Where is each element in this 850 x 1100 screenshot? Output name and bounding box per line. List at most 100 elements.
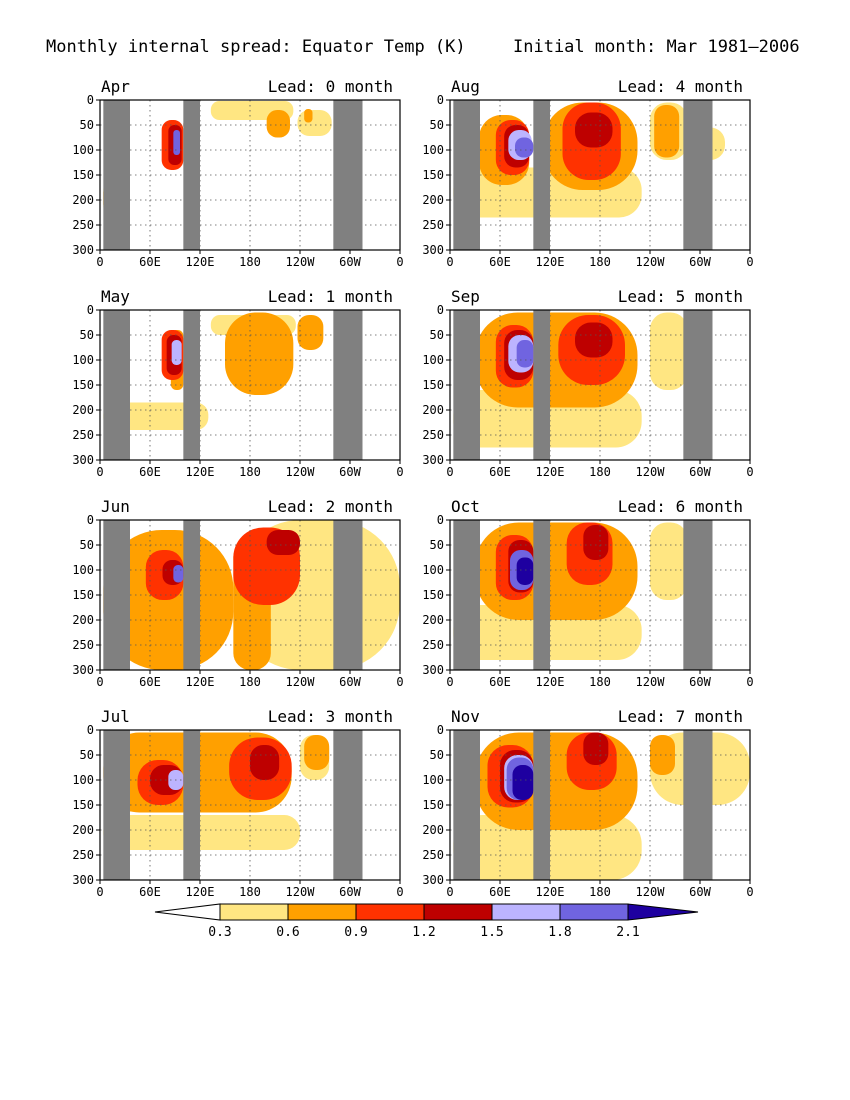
contour-level-4 [583,525,609,560]
x-tick-label: 0 [96,885,103,899]
x-tick-label: 120E [186,255,215,269]
y-tick-label: 200 [72,193,94,207]
panel-apr: 0 60E 120E 180 120W 60W 0 0 50 100 150 200 250 300 Apr… [72,77,403,269]
colorbar-swatch [287,903,357,921]
x-tick-label: 120E [536,885,565,899]
x-tick-label: 0 [746,465,753,479]
x-tick-label: 60W [339,255,361,269]
x-tick-label: 120E [186,885,215,899]
x-tick-label: 0 [746,885,753,899]
x-tick-label: 60W [339,675,361,689]
contour-level-6 [173,565,184,583]
x-tick-label: 0 [96,255,103,269]
colorbar-label: 0.3 [208,925,231,940]
y-tick-label: 50 [430,748,444,762]
land-mask [683,310,713,460]
y-tick-label: 0 [87,93,94,107]
colorbar-high-arrow [627,903,699,921]
y-tick-label: 150 [72,168,94,182]
land-mask [533,100,550,250]
panel-month-label: Apr [101,77,130,96]
panel-month-label: Jun [101,497,130,516]
x-tick-label: 180 [589,675,611,689]
colorbar-swatch [423,903,493,921]
x-tick-label: 0 [446,675,453,689]
x-tick-label: 60E [489,675,511,689]
initial-month-label: Initial month: Mar 1981–2006 [513,37,800,57]
contour-level-4 [575,322,613,358]
x-tick-label: 0 [446,885,453,899]
land-mask [103,100,130,250]
spread-contours [103,101,332,210]
y-tick-label: 0 [87,723,94,737]
y-tick-label: 50 [430,118,444,132]
y-tick-label: 250 [72,428,94,442]
land-mask [103,310,130,460]
x-tick-label: 180 [239,465,261,479]
y-tick-label: 50 [430,328,444,342]
panel-lead-label: Lead: 7 month [618,707,743,726]
y-tick-label: 0 [87,513,94,527]
colorbar-swatch [355,903,425,921]
y-tick-label: 200 [422,823,444,837]
land-mask [333,520,363,670]
panel-nov: 0 60E 120E 180 120W 60W 0 0 50 100 150 200 250 300 Nov… [422,707,753,899]
contour-level-5 [171,340,182,365]
panel-sep: 0 60E 120E 180 120W 60W 0 0 50 100 150 200 250 300 Sep… [422,287,753,479]
land-mask [183,100,200,250]
y-tick-label: 150 [422,588,444,602]
contour-level-1 [297,110,332,136]
colorbar-label: 1.2 [412,925,435,940]
y-tick-label: 50 [80,748,94,762]
y-tick-label: 100 [72,353,94,367]
x-tick-label: 120W [636,675,666,689]
y-tick-label: 100 [72,143,94,157]
panel-month-label: May [101,287,130,306]
colorbar-label: 0.9 [344,925,367,940]
contour-level-7 [512,765,534,800]
colorbar-swatch [559,903,629,921]
x-tick-label: 180 [589,255,611,269]
x-tick-label: 180 [239,255,261,269]
panel-aug: 0 60E 120E 180 120W 60W 0 0 50 100 150 200 250 300 Aug… [422,77,753,269]
x-tick-label: 120E [536,675,565,689]
y-tick-label: 150 [72,588,94,602]
panel-lead-label: Lead: 1 month [268,287,393,306]
y-tick-label: 100 [422,773,444,787]
contour-level-6 [516,340,534,368]
x-tick-label: 60E [489,255,511,269]
land-mask [683,730,713,880]
y-tick-label: 100 [422,353,444,367]
x-tick-label: 60W [339,465,361,479]
x-tick-label: 60E [139,465,161,479]
colorbar-label: 1.8 [548,925,571,940]
panel-may: 0 60E 120E 180 120W 60W 0 0 50 100 150 200 250 300 May… [72,287,403,479]
x-tick-label: 0 [746,255,753,269]
y-tick-label: 300 [72,243,94,257]
y-tick-label: 0 [437,93,444,107]
land-mask [183,520,200,670]
x-tick-label: 0 [396,465,403,479]
y-tick-label: 250 [72,638,94,652]
x-tick-label: 60E [139,255,161,269]
panel-lead-label: Lead: 0 month [268,77,393,96]
contour-level-2 [103,530,234,670]
y-tick-label: 250 [72,848,94,862]
y-tick-label: 300 [422,873,444,887]
y-tick-label: 200 [422,193,444,207]
contour-level-1 [650,312,688,390]
land-mask [453,520,480,670]
land-mask [533,730,550,880]
y-tick-label: 300 [72,873,94,887]
contour-level-7 [516,557,534,585]
x-tick-label: 120E [536,465,565,479]
x-tick-label: 120W [636,465,666,479]
y-tick-label: 200 [72,613,94,627]
contour-level-4 [250,745,280,780]
colorbar-label: 2.1 [616,925,639,940]
land-mask [683,100,713,250]
land-mask [333,310,363,460]
x-tick-label: 60W [689,255,711,269]
colorbar-label: 1.5 [480,925,503,940]
